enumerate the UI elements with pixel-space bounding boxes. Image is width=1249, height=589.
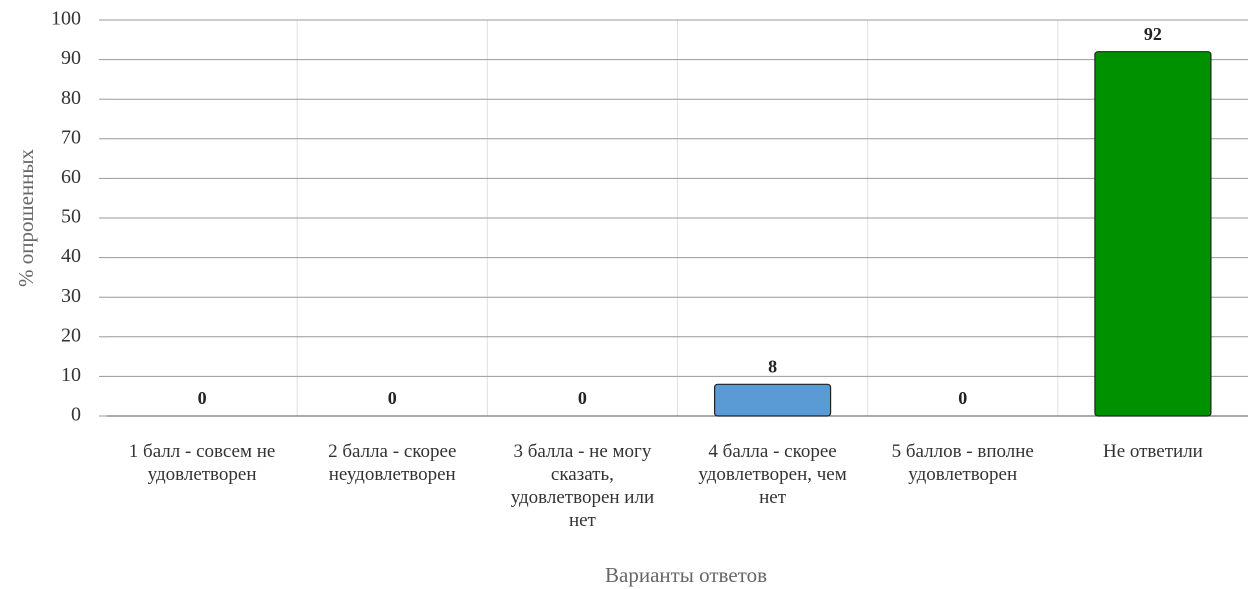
y-tick-label: 70 xyxy=(61,126,81,148)
x-tick-label: 3 балла - не могу сказать, удовлетворен … xyxy=(510,441,655,531)
value-label: 92 xyxy=(1144,24,1162,44)
y-tick-label: 0 xyxy=(71,404,81,426)
value-label: 0 xyxy=(958,388,967,408)
y-tick-label: 50 xyxy=(61,206,81,228)
y-tick-label: 10 xyxy=(61,364,81,386)
x-tick-label: Не ответили xyxy=(1102,441,1203,462)
y-tick-label: 40 xyxy=(61,245,81,267)
value-label: 0 xyxy=(578,388,587,408)
x-axis-title: Варианты ответов xyxy=(605,563,767,587)
x-tick-label-box: 2 балла - скорее неудовлетворен xyxy=(328,441,457,485)
x-tick-label: 5 баллов - вполне удовлетворен xyxy=(891,441,1034,485)
value-label: 0 xyxy=(388,388,397,408)
x-tick-label-box: 3 балла - не могу сказать, удовлетворен … xyxy=(510,441,655,531)
value-label: 0 xyxy=(198,388,207,408)
x-tick-label-box: 1 балл - совсем не удовлетворен xyxy=(128,441,276,485)
x-tick-label-box: 5 баллов - вполне удовлетворен xyxy=(891,441,1034,485)
x-tick-label: 4 балла - скорее удовлетворен, чем нет xyxy=(698,441,847,508)
x-tick-label-box: 4 балла - скорее удовлетворен, чем нет xyxy=(698,441,847,508)
y-tick-label: 90 xyxy=(61,47,81,69)
value-label: 8 xyxy=(768,356,777,376)
x-tick-label-box: Не ответили xyxy=(1102,441,1203,462)
bar xyxy=(1094,51,1212,417)
y-tick-label: 30 xyxy=(61,285,81,307)
y-tick-label: 100 xyxy=(51,8,81,30)
y-tick-label: 60 xyxy=(61,166,81,188)
y-axis-title: % опрошенных xyxy=(14,148,38,287)
bar xyxy=(713,383,832,417)
y-tick-label: 20 xyxy=(61,324,81,346)
x-tick-label: 2 балла - скорее неудовлетворен xyxy=(328,441,457,485)
y-tick-label: 80 xyxy=(61,87,81,109)
x-tick-label: 1 балл - совсем не удовлетворен xyxy=(128,441,276,485)
